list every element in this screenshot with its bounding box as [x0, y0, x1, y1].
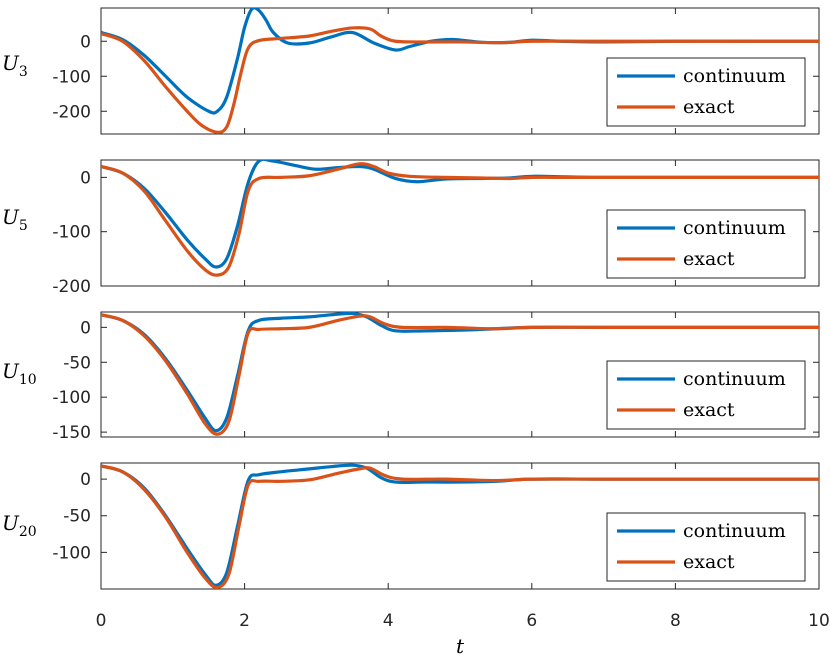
x-tick-label: 2: [239, 611, 250, 631]
legend-label-exact: exact: [683, 399, 735, 421]
y-axis-label-sub: 10: [19, 372, 37, 388]
legend-label-continuum: continuum: [683, 520, 786, 542]
y-axis-label-main: U: [2, 205, 20, 229]
legend-box: [606, 57, 806, 127]
x-axis: 0 2 4 6 8 10: [96, 611, 830, 631]
subplot-U10: 0 -50 -100 -150 U10 continuum exact: [2, 311, 820, 443]
y-tick-label: -100: [52, 388, 91, 408]
legend-label-continuum: continuum: [683, 65, 786, 87]
y-tick-label: -200: [52, 277, 91, 297]
legend: continuum exact: [606, 360, 806, 430]
x-tick-label: 10: [808, 611, 830, 631]
axes-box: [100, 7, 820, 135]
y-tick-label: 0: [80, 32, 91, 52]
x-tick-label: 6: [526, 611, 537, 631]
y-tick-label: -150: [52, 423, 91, 443]
legend-label-exact: exact: [683, 248, 735, 270]
y-tick-label: -200: [52, 102, 91, 122]
y-axis-label-sub: 3: [19, 64, 28, 80]
axes-box: [100, 159, 820, 287]
x-tick-label: 0: [96, 611, 107, 631]
y-axis-label: U10: [2, 359, 37, 388]
legend: continuum exact: [606, 512, 806, 582]
series-line-exact: [101, 26, 819, 134]
y-tick-label: -50: [63, 353, 91, 373]
legend-label-continuum: continuum: [683, 368, 786, 390]
legend-label-exact: exact: [683, 96, 735, 118]
y-axis-label: U5: [2, 205, 28, 234]
y-tick-label: -50: [63, 507, 91, 527]
legend: continuum exact: [606, 57, 806, 127]
legend: continuum exact: [606, 209, 806, 279]
legend-box: [606, 512, 806, 582]
y-tick-label: 0: [80, 318, 91, 338]
series-line-exact: [101, 464, 819, 589]
y-axis-label-main: U: [2, 51, 20, 75]
y-tick-label: 0: [80, 470, 91, 490]
y-tick-label: -100: [52, 67, 91, 87]
y-axis-label: U20: [2, 511, 37, 540]
axes-box: [100, 311, 820, 438]
legend-box: [606, 209, 806, 279]
subplot-U3: 0 -100 -200 U3 continuum exact: [2, 7, 820, 135]
y-axis-label: U3: [2, 51, 28, 80]
y-tick-label: -100: [52, 543, 91, 563]
subplot-U5: 0 -100 -200 U5 continuum exact: [2, 159, 820, 297]
x-tick-label: 4: [383, 611, 394, 631]
axes-box: [100, 462, 820, 590]
x-tick-label: 8: [670, 611, 681, 631]
x-axis-label: t: [456, 634, 465, 657]
y-axis-label-sub: 5: [19, 218, 28, 234]
legend-label-exact: exact: [683, 551, 735, 573]
y-tick-label: 0: [80, 168, 91, 188]
legend-label-continuum: continuum: [683, 217, 786, 239]
y-tick-label: -100: [52, 223, 91, 243]
series-line-exact: [101, 162, 819, 277]
subplot-U20: 0 -50 -100 U20 continuum exact: [2, 462, 820, 590]
y-axis-label-sub: 20: [19, 524, 37, 540]
legend-box: [606, 360, 806, 430]
y-axis-label-main: U: [2, 359, 20, 383]
series-line-exact: [101, 313, 819, 436]
y-axis-label-main: U: [2, 511, 20, 535]
